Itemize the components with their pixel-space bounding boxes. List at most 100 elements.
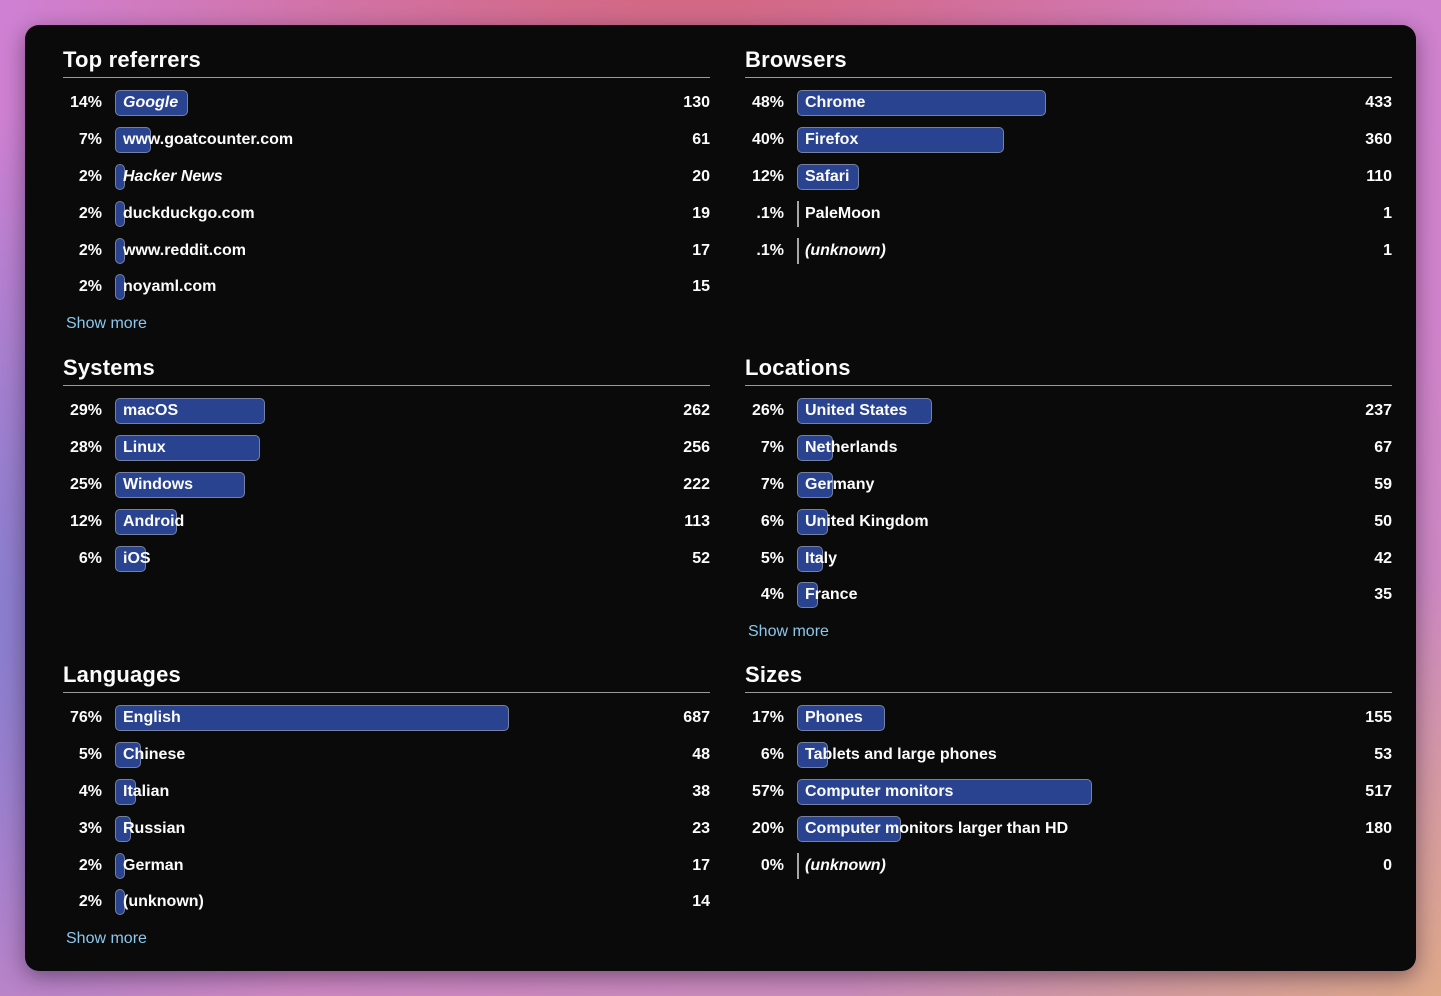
stat-row: 6% United Kingdom 50: [745, 503, 1392, 540]
stat-label[interactable]: Phones: [805, 709, 863, 727]
stat-label[interactable]: Linux: [123, 439, 166, 457]
stat-bar[interactable]: [797, 508, 828, 535]
stat-label[interactable]: Computer monitors larger than HD: [805, 819, 1069, 837]
stat-bar-zone: macOS: [115, 398, 664, 425]
stat-row: 6% Tablets and large phones 53: [745, 737, 1392, 774]
stat-bar[interactable]: [797, 852, 799, 879]
stat-bar[interactable]: [115, 200, 125, 227]
stat-percent: 5%: [760, 549, 784, 567]
stat-label[interactable]: www.reddit.com: [123, 241, 246, 259]
stat-percent: 7%: [760, 439, 784, 457]
stat-bar[interactable]: [797, 582, 818, 609]
stat-bar[interactable]: [797, 398, 932, 425]
stat-label[interactable]: Computer monitors: [805, 782, 954, 800]
stat-bar[interactable]: [797, 815, 901, 842]
stat-bar[interactable]: [115, 127, 151, 154]
stat-label[interactable]: www.goatcounter.com: [123, 131, 294, 149]
stat-label[interactable]: Chinese: [123, 746, 186, 764]
stat-label[interactable]: duckduckgo.com: [123, 204, 255, 222]
stat-label[interactable]: English: [123, 709, 181, 727]
stat-row: 7% Netherlands 67: [745, 430, 1392, 467]
stat-label[interactable]: United Kingdom: [805, 512, 929, 530]
stat-label[interactable]: Windows: [123, 475, 194, 493]
stat-label[interactable]: Chrome: [805, 94, 866, 112]
stat-bar[interactable]: [115, 237, 125, 264]
panel-systems: Systems 29% macOS 262 28% Linux 256 25% Windows…: [63, 355, 710, 577]
stat-bar[interactable]: [797, 705, 885, 732]
stat-bar-zone: (unknown): [797, 237, 1346, 264]
stat-bar[interactable]: [797, 90, 1046, 117]
stat-bar[interactable]: [115, 705, 509, 732]
stat-row: 26% United States 237: [745, 393, 1392, 430]
panel-sizes: Sizes 17% Phones 155 6% Tablets and large ph…: [745, 662, 1392, 884]
stat-bar[interactable]: [115, 778, 136, 805]
stat-label[interactable]: Tablets and large phones: [805, 746, 997, 764]
stat-row: .1% PaleMoon 1: [745, 195, 1392, 232]
stat-bar[interactable]: [797, 545, 823, 572]
stat-bar[interactable]: [797, 435, 833, 462]
show-more-link[interactable]: Show more: [748, 622, 829, 640]
stat-bar[interactable]: [797, 200, 799, 227]
stat-bar[interactable]: [797, 471, 833, 498]
stat-label[interactable]: Netherlands: [805, 439, 898, 457]
stat-label[interactable]: iOS: [123, 549, 151, 567]
stat-bar[interactable]: [115, 742, 141, 769]
stat-count: 67: [1374, 439, 1392, 457]
stat-count: 17: [692, 241, 710, 259]
stat-label[interactable]: PaleMoon: [805, 204, 881, 222]
stat-label[interactable]: Android: [123, 512, 185, 530]
stat-row: 5% Chinese 48: [63, 737, 710, 774]
stat-bar[interactable]: [797, 127, 1004, 154]
stat-label[interactable]: Firefox: [805, 131, 859, 149]
stat-bar[interactable]: [115, 471, 245, 498]
stat-percent: 26%: [751, 402, 784, 420]
stat-bar[interactable]: [797, 163, 859, 190]
stat-bar[interactable]: [115, 90, 188, 117]
stat-label[interactable]: (unknown): [123, 893, 204, 911]
stat-label[interactable]: Russian: [123, 819, 186, 837]
stat-count: 20: [692, 167, 710, 185]
stat-rows: 29% macOS 262 28% Linux 256 25% Windows 222 12% An…: [63, 393, 710, 577]
stat-bar[interactable]: [115, 545, 146, 572]
show-more-link[interactable]: Show more: [66, 929, 147, 947]
stat-label[interactable]: (unknown): [805, 241, 886, 259]
stat-row: .1% (unknown) 1: [745, 232, 1392, 269]
stat-label[interactable]: macOS: [123, 402, 179, 420]
stat-bar[interactable]: [115, 852, 125, 879]
stat-bar-zone: Firefox: [797, 127, 1346, 154]
stat-bar[interactable]: [115, 163, 125, 190]
stat-rows: 14% Google 130 7% www.goatcounter.com 61 2% Hac…: [63, 85, 710, 306]
stat-label[interactable]: Hacker News: [123, 167, 223, 185]
stat-bar-zone: (unknown): [115, 889, 664, 916]
stat-bar[interactable]: [115, 815, 131, 842]
stat-percent: 2%: [78, 278, 102, 296]
stat-label[interactable]: German: [123, 856, 184, 874]
stat-bar[interactable]: [115, 274, 125, 301]
stat-bar[interactable]: [797, 742, 828, 769]
stat-percent: 76%: [69, 709, 102, 727]
stat-bar[interactable]: [115, 398, 265, 425]
stat-bar[interactable]: [115, 508, 177, 535]
stat-label[interactable]: United States: [805, 402, 908, 420]
stat-bar-zone: Google: [115, 90, 664, 117]
stat-bar[interactable]: [115, 435, 260, 462]
panel-title: Top referrers: [63, 47, 201, 72]
stat-label[interactable]: (unknown): [805, 856, 886, 874]
stat-bar[interactable]: [797, 237, 799, 264]
stat-bar[interactable]: [115, 889, 125, 916]
stat-bar[interactable]: [797, 778, 1092, 805]
stat-bar-zone: Italian: [115, 778, 664, 805]
stat-label[interactable]: Italy: [805, 549, 838, 567]
stat-label[interactable]: Safari: [805, 167, 850, 185]
stat-percent: 7%: [760, 475, 784, 493]
stat-label[interactable]: Italian: [123, 782, 170, 800]
stat-bar-zone: noyaml.com: [115, 274, 664, 301]
stat-label[interactable]: Germany: [805, 475, 875, 493]
stat-percent: 2%: [78, 204, 102, 222]
show-more-link[interactable]: Show more: [66, 314, 147, 332]
stat-label[interactable]: France: [805, 586, 858, 604]
stat-bar-zone: France: [797, 582, 1346, 609]
stat-label[interactable]: Google: [123, 94, 179, 112]
stat-label[interactable]: noyaml.com: [123, 278, 217, 296]
panel-title: Sizes: [745, 662, 803, 687]
